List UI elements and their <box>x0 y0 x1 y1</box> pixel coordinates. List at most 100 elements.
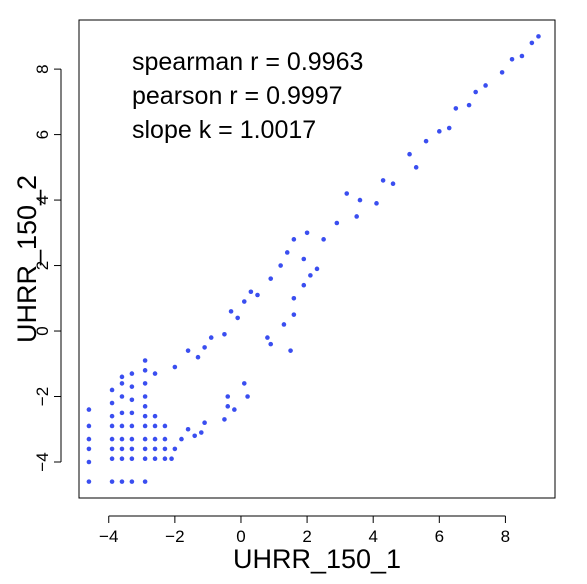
data-point <box>129 410 135 416</box>
data-point <box>86 436 92 442</box>
data-point <box>152 456 158 462</box>
data-point <box>423 138 429 144</box>
data-point <box>235 315 240 321</box>
data-point <box>334 220 340 226</box>
data-point <box>129 397 135 403</box>
data-point <box>109 387 115 393</box>
data-point <box>152 423 158 429</box>
annotations: spearman r = 0.9963 pearson r = 0.9997 slo… <box>132 48 363 144</box>
stats-annotation: pearson r = 0.9997 <box>132 82 343 110</box>
data-point <box>241 299 247 304</box>
data-point <box>288 348 293 353</box>
data-point <box>109 479 115 484</box>
data-point <box>119 410 125 416</box>
x-tick-label: 0 <box>236 527 245 546</box>
data-point <box>199 430 204 435</box>
data-point <box>222 332 227 337</box>
data-point <box>169 456 174 462</box>
data-point <box>374 201 379 206</box>
data-point <box>152 436 158 442</box>
data-point <box>185 348 191 353</box>
data-point <box>192 433 197 439</box>
data-point <box>109 423 115 429</box>
data-point <box>278 263 283 268</box>
data-point <box>380 178 386 183</box>
data-point <box>142 358 148 363</box>
data-point <box>86 407 92 412</box>
data-point <box>172 446 178 452</box>
data-point <box>413 165 419 170</box>
data-point <box>142 368 148 373</box>
data-point <box>483 83 488 88</box>
data-point <box>142 456 148 462</box>
data-point <box>208 335 214 340</box>
data-point <box>466 102 472 108</box>
data-point <box>119 423 125 429</box>
data-point <box>172 364 178 370</box>
data-point <box>529 40 535 46</box>
data-point <box>152 371 158 376</box>
data-point <box>268 341 274 347</box>
data-point <box>109 413 115 419</box>
x-tick-label: 8 <box>501 527 510 546</box>
data-point <box>473 89 478 95</box>
data-point <box>162 456 168 462</box>
data-point <box>222 417 227 422</box>
data-point <box>129 384 135 389</box>
data-point <box>314 266 320 272</box>
data-point <box>390 181 396 186</box>
data-point <box>225 404 231 409</box>
data-point <box>344 191 350 196</box>
data-point <box>232 407 237 412</box>
data-point <box>321 237 326 242</box>
data-point <box>142 436 148 442</box>
data-point <box>142 446 148 452</box>
data-point <box>119 374 125 380</box>
data-point <box>519 53 525 59</box>
data-point <box>185 426 191 432</box>
data-point <box>109 436 115 442</box>
data-point <box>453 106 459 111</box>
data-point <box>86 479 92 484</box>
data-point <box>291 312 297 317</box>
data-point <box>228 309 234 314</box>
stats-annotation: spearman r = 0.9963 <box>132 48 363 76</box>
data-point <box>129 371 135 376</box>
stats-annotation: slope k = 1.0017 <box>132 116 316 144</box>
data-point <box>308 273 313 278</box>
data-point <box>129 436 135 442</box>
data-point <box>86 423 92 429</box>
y-tick-label: 2 <box>33 261 52 270</box>
data-point <box>129 456 135 462</box>
data-point <box>119 436 125 442</box>
data-point <box>86 446 92 452</box>
data-point <box>202 345 207 350</box>
data-point <box>109 400 115 406</box>
data-point <box>437 129 442 134</box>
data-point <box>536 34 541 39</box>
data-point <box>509 56 515 62</box>
data-point <box>268 276 274 281</box>
data-point <box>119 479 125 484</box>
data-point <box>241 381 247 386</box>
data-point <box>281 322 287 327</box>
data-point <box>162 446 168 452</box>
x-axis: −4 −2 0 2 4 6 8 <box>99 515 510 546</box>
data-point <box>499 70 505 75</box>
data-point <box>152 446 158 452</box>
data-point <box>301 256 307 262</box>
data-point <box>291 295 297 301</box>
y-tick-label: 4 <box>33 195 52 204</box>
data-point <box>142 404 148 409</box>
plot-frame <box>78 19 556 499</box>
data-point <box>142 479 148 484</box>
data-point <box>119 381 125 386</box>
data-point <box>284 250 290 255</box>
data-point <box>301 282 307 288</box>
data-point <box>202 420 207 426</box>
data-point <box>354 214 359 219</box>
data-point <box>162 436 168 442</box>
data-point <box>142 423 148 429</box>
